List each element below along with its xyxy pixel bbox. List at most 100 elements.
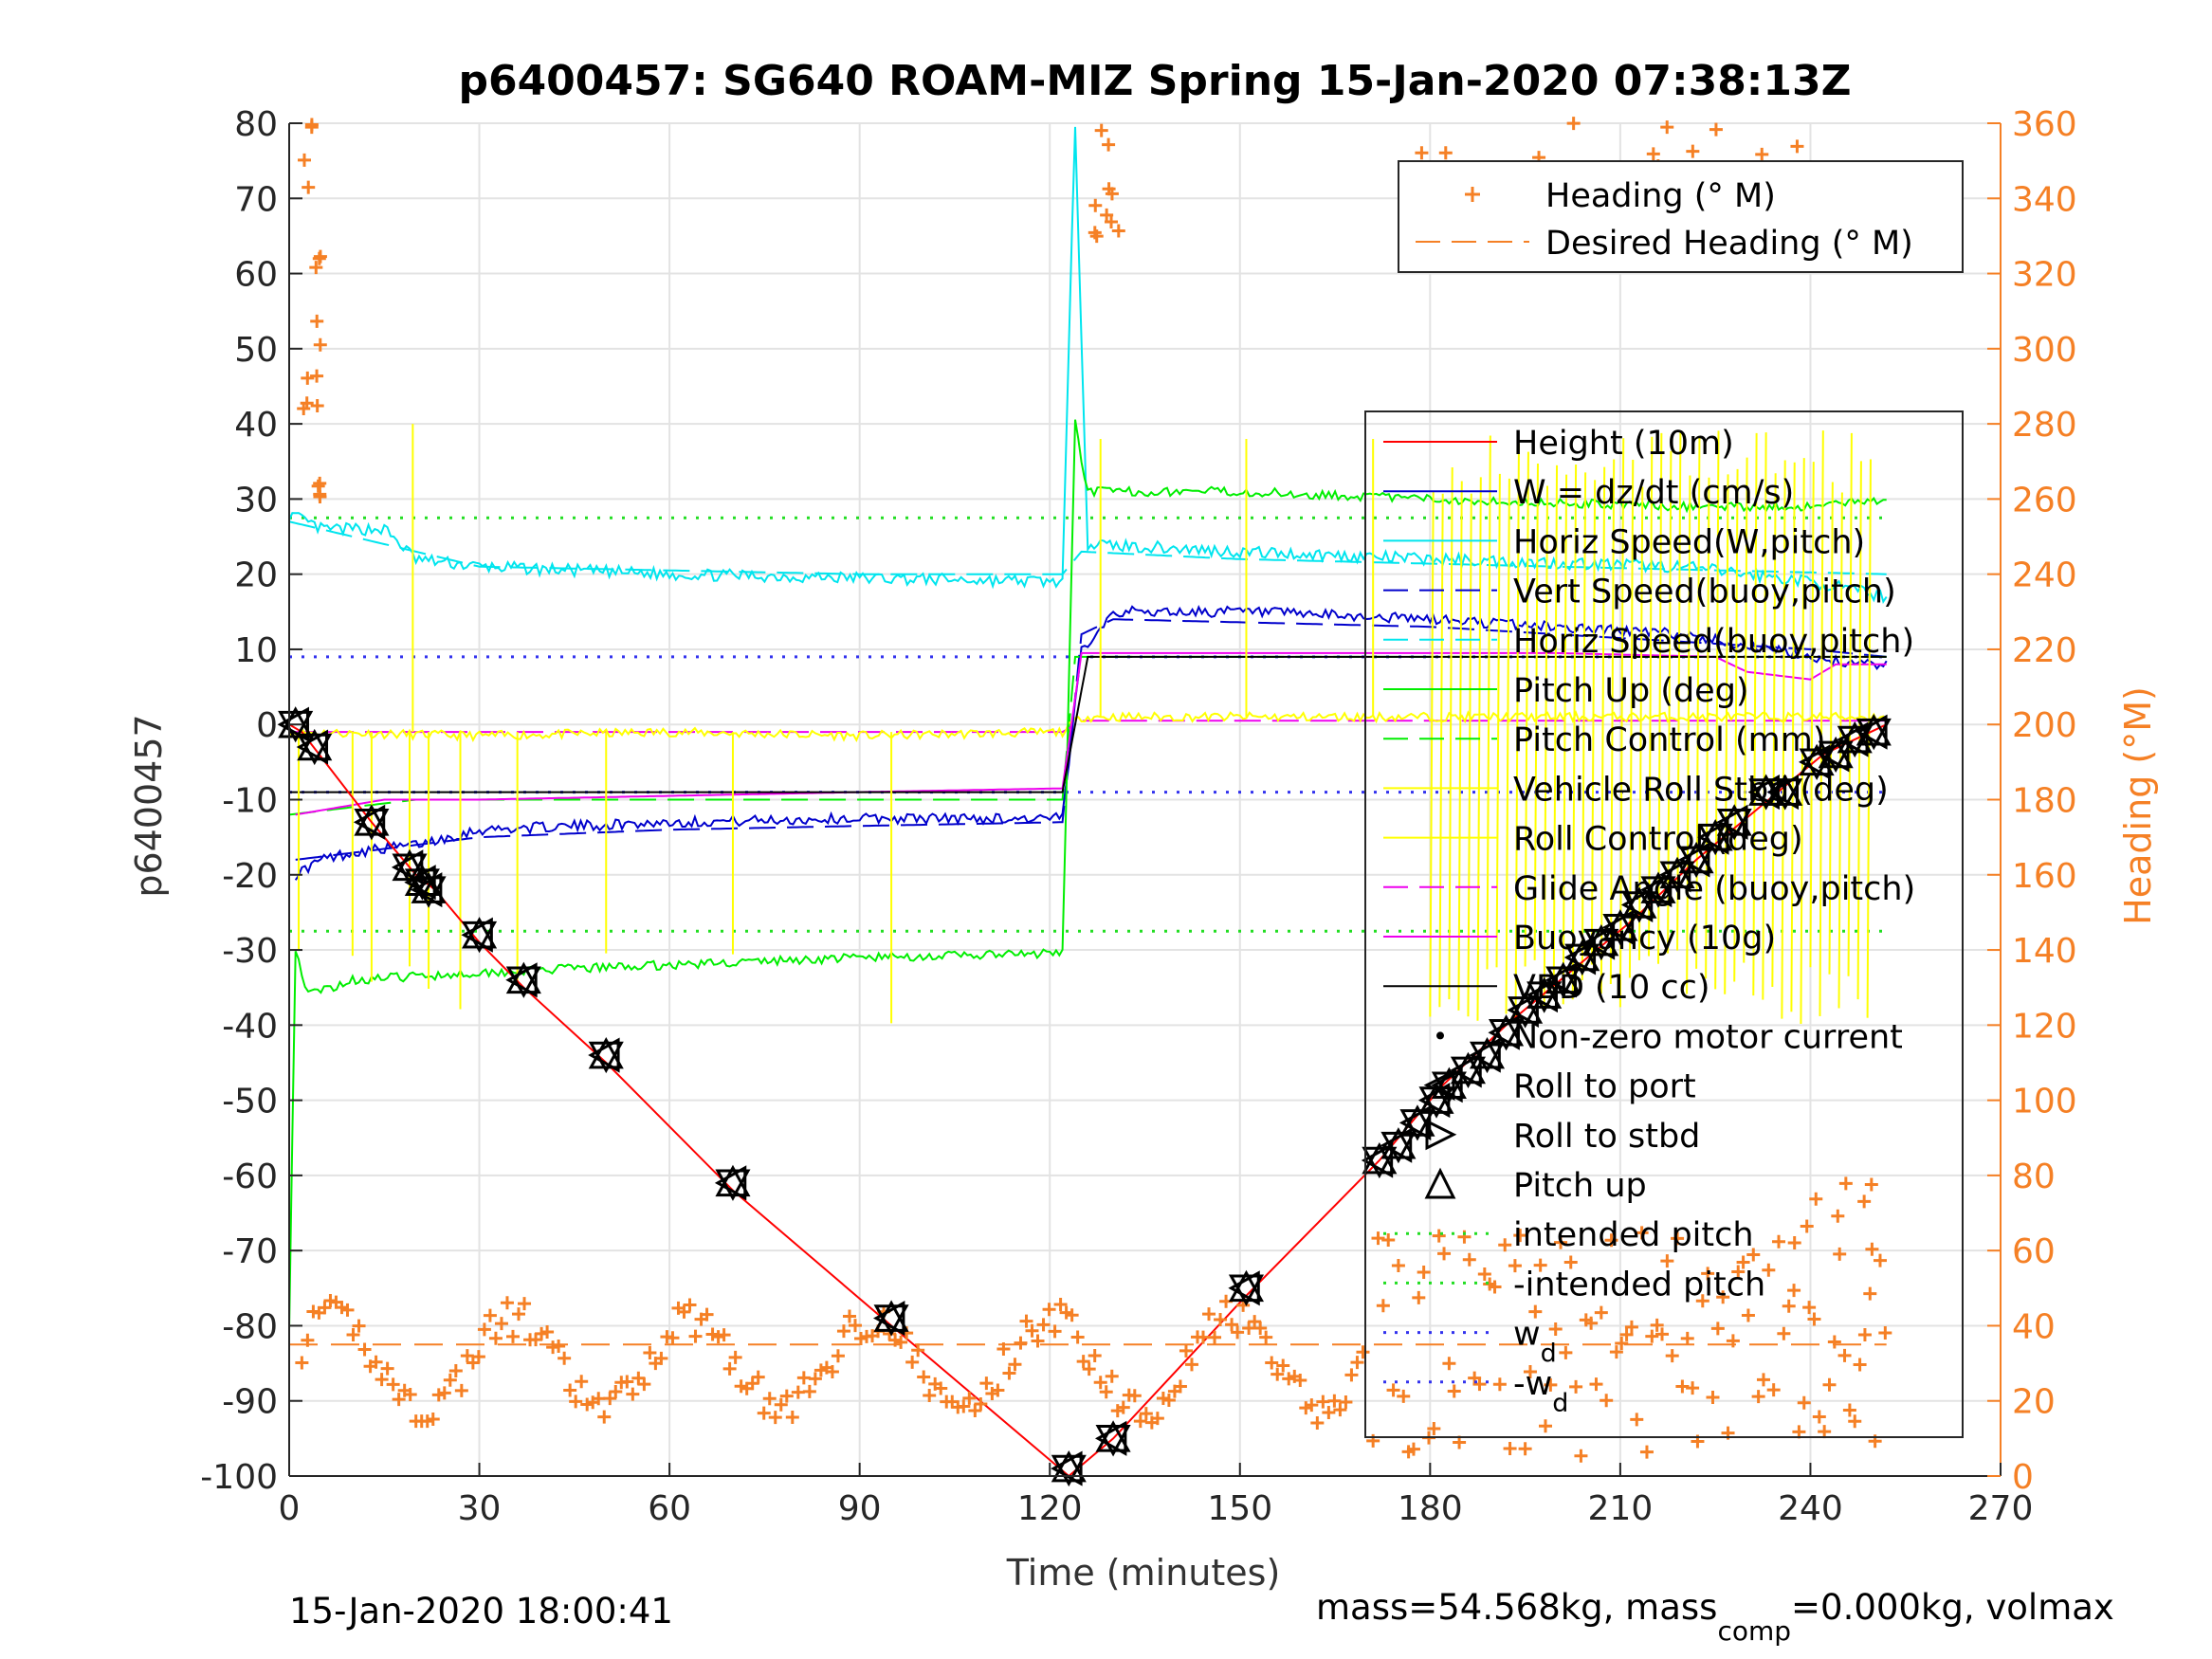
legend-dot-swatch	[1436, 1031, 1444, 1040]
heading-point	[437, 1386, 451, 1400]
roll-control-oscillation	[1762, 432, 1767, 1000]
y-tick-label-left: 40	[234, 406, 278, 445]
heading-point	[1184, 1358, 1198, 1372]
motor-marker-left	[1582, 924, 1616, 960]
heading-point	[301, 1333, 315, 1347]
motor-marker-up	[1716, 804, 1752, 836]
y-tick-label-left: 10	[234, 631, 278, 670]
heading-point	[312, 251, 326, 265]
heading-point	[842, 1309, 856, 1323]
heading-point	[500, 1296, 514, 1310]
heading-point	[1630, 1413, 1644, 1427]
motor-marker-up	[354, 804, 390, 836]
heading-point	[1417, 1265, 1431, 1279]
heading-point	[1179, 1343, 1193, 1358]
legend-main-label: Buoyancy (10g)	[1513, 920, 1776, 957]
motor-marker-left	[714, 1165, 747, 1201]
motor-marker-up	[1489, 1014, 1525, 1047]
heading-point	[1427, 1422, 1441, 1436]
legend-main-label: Roll Control (deg)	[1513, 821, 1803, 859]
y-axis-label-left: p6400457	[128, 714, 170, 897]
heading-point	[1812, 1410, 1826, 1424]
motor-marker-down	[1526, 981, 1563, 1013]
motor-marker-left	[1431, 1067, 1463, 1103]
motor-marker-up	[1545, 961, 1581, 994]
heading-point	[1751, 1390, 1765, 1404]
heading-point	[1350, 1356, 1364, 1370]
heading-point	[1161, 1394, 1176, 1407]
heading-point	[1253, 1321, 1268, 1335]
heading-point	[688, 1329, 703, 1343]
heading-point	[380, 1361, 394, 1376]
roll-control-oscillation	[1705, 477, 1710, 979]
x-tick-label: 0	[279, 1489, 301, 1528]
heading-point	[836, 1324, 850, 1339]
legend-heading-label: Heading (° M)	[1545, 177, 1776, 215]
heading-point	[1415, 146, 1429, 160]
y-tick-label-right: 220	[2012, 631, 2077, 670]
roll-control-oscillation	[1581, 472, 1587, 980]
heading-point	[1766, 1383, 1781, 1397]
y-tick-label-right: 300	[2012, 331, 2077, 370]
heading-point	[802, 1384, 816, 1398]
motor-marker-left	[1228, 1270, 1260, 1306]
heading-point	[1381, 1232, 1396, 1247]
heading-point	[1442, 1357, 1456, 1371]
y-tick-label-right: 180	[2012, 782, 2077, 821]
roll-control-oscillation	[1724, 474, 1729, 994]
y-tick-label-right: 160	[2012, 857, 2077, 896]
legend-main-label: Horiz Speed(W,pitch)	[1513, 523, 1865, 561]
heading-point	[1857, 1194, 1872, 1209]
y-tick-label-left: -20	[222, 857, 278, 896]
heading-point	[1762, 1263, 1776, 1277]
heading-point	[1305, 1398, 1319, 1413]
heading-point	[558, 1351, 572, 1365]
motor-marker-down	[1564, 943, 1600, 976]
plot-area	[277, 117, 1892, 1487]
heading-point	[1513, 1229, 1527, 1243]
heading-point	[1559, 1345, 1573, 1359]
motor-marker-left	[1697, 819, 1729, 855]
heading-point	[311, 479, 325, 493]
x-tick-label: 30	[458, 1489, 502, 1528]
heading-point	[1544, 1377, 1558, 1392]
legend-subscript: d	[1541, 1340, 1557, 1369]
footer-mass: mass=54.568kg, masscomp=0.000kg, volmax	[1316, 1587, 2114, 1647]
roll-control-oscillation	[1647, 436, 1654, 957]
y-tick-label-left: 70	[234, 180, 278, 219]
roll-control-oscillation	[1714, 430, 1720, 990]
heading-point	[483, 1308, 497, 1322]
legend-triangle-swatch	[1423, 1069, 1455, 1102]
motor-marker-left	[1601, 909, 1635, 945]
y-axis-label-right: Heading (°M)	[2117, 686, 2159, 925]
motor-marker-left	[1639, 872, 1673, 908]
motor-marker-down	[1362, 1146, 1398, 1179]
motor-marker-down	[1508, 996, 1544, 1029]
y-tick-label-right: 140	[2012, 932, 2077, 971]
motor-marker-left	[873, 1300, 905, 1337]
heading-point	[1438, 146, 1453, 160]
legend-subscript: d	[1552, 1389, 1568, 1418]
motor-marker-up	[715, 1164, 751, 1197]
heading-point	[477, 1322, 491, 1337]
motor-marker-down	[715, 1169, 751, 1201]
legend-main-label: Glide Angle (buoy,pitch)	[1513, 870, 1915, 908]
motor-marker-down	[1545, 966, 1581, 998]
motor-marker-down	[873, 1304, 909, 1337]
axes: 0 30 60 90 120 150 180 210 240 270-100-90-80-70-6…	[200, 105, 2076, 1528]
heading-point	[1635, 1226, 1649, 1240]
motor-marker-left	[1361, 1142, 1394, 1178]
motor-marker-up	[462, 917, 498, 949]
heading-point	[1818, 1425, 1832, 1439]
motor-marker-down	[1799, 748, 1835, 780]
roll-control-oscillation	[1571, 464, 1578, 1000]
y-tick-label-right: 260	[2012, 481, 2077, 520]
roll-control-oscillation	[1847, 432, 1853, 976]
footer-mass-sub: comp	[1717, 1615, 1791, 1647]
y-tick-label-right: 40	[2012, 1307, 2056, 1346]
motor-marker-left	[1380, 1127, 1413, 1163]
heading-point	[768, 1411, 782, 1425]
roll-control-oscillation	[1524, 451, 1529, 967]
heading-point	[1111, 224, 1125, 238]
motor-marker-down	[1583, 928, 1619, 961]
